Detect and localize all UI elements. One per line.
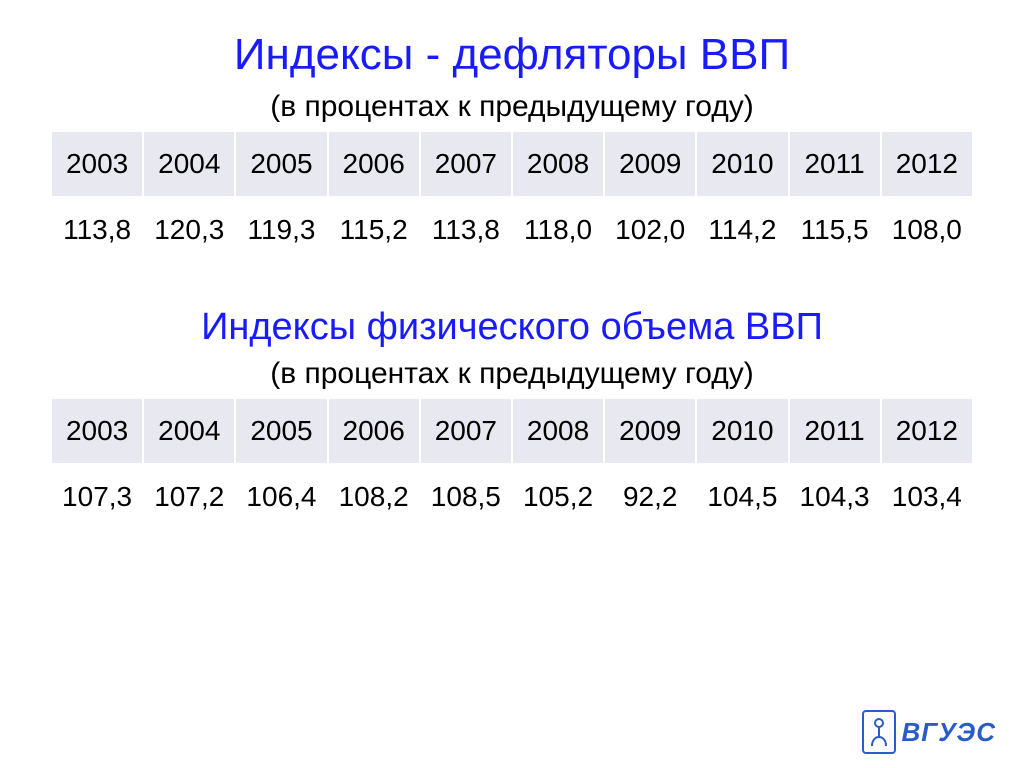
table-row: 2003 2004 2005 2006 2007 2008 2009 2010 … xyxy=(51,131,973,197)
value-cell: 107,2 xyxy=(143,464,235,530)
value-cell: 108,5 xyxy=(420,464,512,530)
year-cell: 2008 xyxy=(512,131,604,197)
value-cell: 113,8 xyxy=(51,197,143,263)
year-cell: 2006 xyxy=(328,398,420,464)
year-cell: 2011 xyxy=(789,398,881,464)
logo: ВГУЭС xyxy=(862,710,996,754)
year-cell: 2007 xyxy=(420,131,512,197)
value-cell: 107,3 xyxy=(51,464,143,530)
table-deflators: 2003 2004 2005 2006 2007 2008 2009 2010 … xyxy=(50,130,974,264)
year-cell: 2007 xyxy=(420,398,512,464)
main-title: Индексы - дефляторы ВВП xyxy=(50,30,974,80)
year-cell: 2006 xyxy=(328,131,420,197)
value-cell: 92,2 xyxy=(604,464,696,530)
value-cell: 106,4 xyxy=(235,464,327,530)
year-cell: 2011 xyxy=(789,131,881,197)
value-cell: 108,2 xyxy=(328,464,420,530)
subtitle-2: (в процентах к предыдущему году) xyxy=(50,357,974,391)
year-cell: 2003 xyxy=(51,398,143,464)
year-cell: 2008 xyxy=(512,398,604,464)
year-cell: 2005 xyxy=(235,131,327,197)
value-cell: 118,0 xyxy=(512,197,604,263)
value-cell: 114,2 xyxy=(696,197,788,263)
year-cell: 2009 xyxy=(604,131,696,197)
value-cell: 115,2 xyxy=(328,197,420,263)
value-cell: 104,3 xyxy=(789,464,881,530)
subtitle-1: (в процентах к предыдущему году) xyxy=(50,90,974,124)
year-cell: 2010 xyxy=(696,398,788,464)
value-cell: 108,0 xyxy=(881,197,973,263)
year-cell: 2010 xyxy=(696,131,788,197)
value-cell: 104,5 xyxy=(696,464,788,530)
year-cell: 2004 xyxy=(143,131,235,197)
value-cell: 105,2 xyxy=(512,464,604,530)
university-logo-icon xyxy=(862,710,896,754)
table-row: 113,8 120,3 119,3 115,2 113,8 118,0 102,… xyxy=(51,197,973,263)
section-title-2: Индексы физического объема ВВП xyxy=(50,306,974,349)
logo-text: ВГУЭС xyxy=(902,717,996,748)
slide-content: Индексы - дефляторы ВВП (в процентах к п… xyxy=(0,0,1024,531)
value-cell: 119,3 xyxy=(235,197,327,263)
value-cell: 103,4 xyxy=(881,464,973,530)
year-cell: 2004 xyxy=(143,398,235,464)
table-row: 107,3 107,2 106,4 108,2 108,5 105,2 92,2… xyxy=(51,464,973,530)
table-physical-volume: 2003 2004 2005 2006 2007 2008 2009 2010 … xyxy=(50,397,974,531)
value-cell: 113,8 xyxy=(420,197,512,263)
table-row: 2003 2004 2005 2006 2007 2008 2009 2010 … xyxy=(51,398,973,464)
year-cell: 2012 xyxy=(881,398,973,464)
value-cell: 120,3 xyxy=(143,197,235,263)
value-cell: 102,0 xyxy=(604,197,696,263)
year-cell: 2012 xyxy=(881,131,973,197)
year-cell: 2009 xyxy=(604,398,696,464)
year-cell: 2005 xyxy=(235,398,327,464)
value-cell: 115,5 xyxy=(789,197,881,263)
year-cell: 2003 xyxy=(51,131,143,197)
